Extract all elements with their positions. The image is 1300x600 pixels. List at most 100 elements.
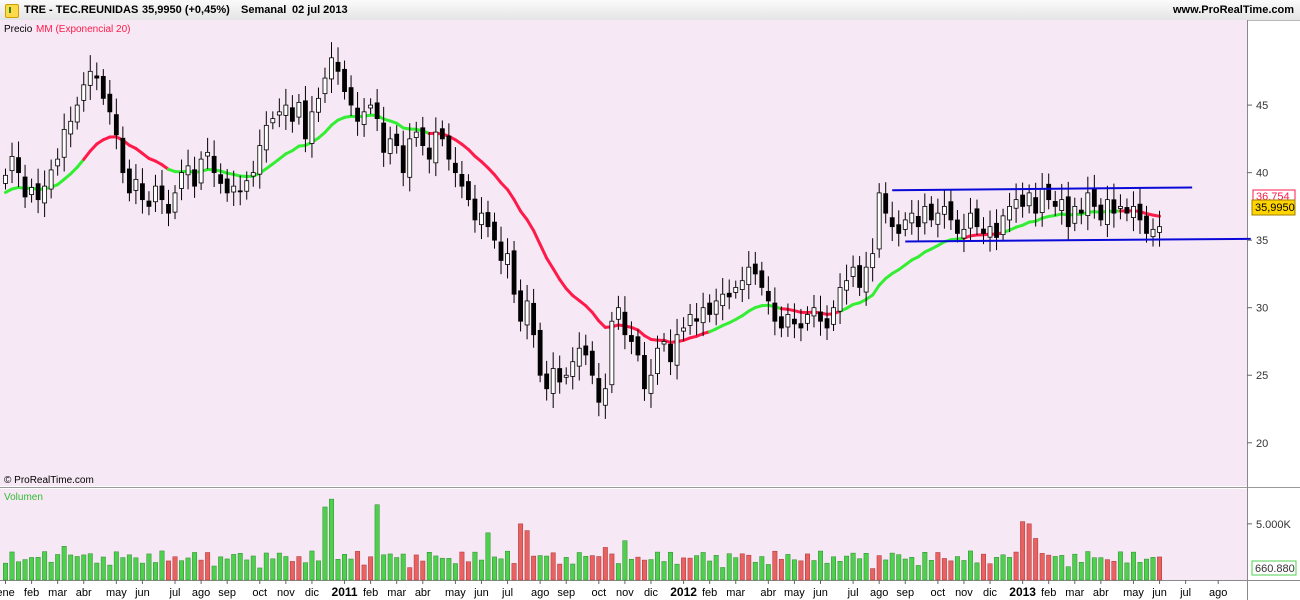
volume-bar — [681, 557, 687, 581]
volume-bar — [126, 554, 132, 581]
volume-bar — [968, 550, 973, 581]
time-tick-label: nov — [277, 587, 295, 599]
volume-bar — [433, 555, 439, 581]
chart-header-bar: TRE - TEC.REUNIDAS 35,9950 (+0,45%) Sema… — [0, 0, 1300, 21]
candle — [570, 347, 576, 390]
candle-body — [739, 280, 745, 290]
candle-body — [1144, 215, 1149, 234]
candle — [68, 106, 74, 148]
volume-bar — [981, 553, 986, 581]
volume-bar — [818, 550, 823, 581]
candle — [870, 238, 876, 282]
candle — [772, 287, 778, 336]
candle — [296, 94, 302, 125]
volume-bar — [3, 562, 8, 581]
volume-bar — [107, 564, 113, 581]
candle — [309, 96, 315, 158]
volume-bar — [1078, 561, 1084, 581]
candle-body — [1118, 205, 1123, 209]
time-tick-label: oct — [252, 587, 267, 599]
volume-bar — [648, 559, 654, 581]
volume-bar — [172, 556, 178, 581]
site-link[interactable]: www.ProRealTime.com — [1172, 4, 1294, 16]
candle — [400, 130, 406, 187]
candle — [1118, 194, 1123, 220]
candle-body — [87, 70, 93, 86]
time-tick-label: jun — [1151, 587, 1167, 599]
volume-bar — [596, 556, 602, 581]
volume-bar — [961, 560, 967, 581]
header-date: 02 jul 2013 — [292, 4, 348, 16]
period-label: Semanal — [241, 4, 287, 16]
time-tick-label: abr — [415, 587, 431, 599]
candle-body — [563, 374, 569, 378]
candle — [805, 306, 810, 331]
candle — [1124, 198, 1130, 222]
candle-body — [42, 185, 48, 204]
ema-segment — [584, 304, 594, 314]
volume-bar — [1039, 553, 1045, 581]
volume-bar — [694, 555, 700, 581]
candle-body — [941, 205, 947, 215]
time-tick-label: jun — [134, 587, 150, 599]
volume-bar — [954, 556, 960, 581]
candle-body — [316, 97, 321, 113]
candle — [329, 42, 334, 94]
candle — [889, 201, 895, 242]
candle-body — [61, 129, 67, 158]
volume-bar — [302, 562, 308, 581]
candle — [1085, 176, 1091, 231]
candle-body — [74, 104, 80, 123]
volume-bar — [844, 555, 850, 581]
candle-body — [863, 266, 869, 293]
price-tag-box — [1251, 199, 1296, 216]
candle — [459, 160, 465, 199]
candle — [322, 67, 328, 103]
candle-body — [1091, 188, 1097, 207]
candle-body — [1111, 199, 1117, 214]
candle — [687, 303, 693, 335]
volume-bar — [570, 563, 576, 581]
candle-body — [153, 185, 158, 203]
chart-app-icon[interactable] — [5, 4, 19, 18]
candle — [374, 89, 380, 132]
time-tick-label: sep — [218, 587, 236, 599]
volume-bar — [518, 523, 524, 581]
candle — [1150, 218, 1156, 247]
volume-bar — [615, 563, 621, 581]
volume-bar — [974, 562, 980, 581]
candle-body — [1085, 192, 1091, 216]
candle-body — [159, 185, 165, 201]
time-tick-label: may — [106, 587, 127, 599]
candle-body — [211, 155, 217, 174]
candle — [811, 294, 817, 328]
candle — [133, 164, 139, 205]
candle-body — [1104, 199, 1110, 225]
volume-bar — [185, 557, 191, 581]
candle-body — [1124, 207, 1130, 214]
candle — [1111, 183, 1117, 228]
candle — [94, 62, 100, 91]
candle — [1098, 198, 1104, 227]
candle — [107, 80, 113, 125]
volume-bar — [218, 556, 224, 581]
candle — [81, 72, 87, 112]
volume-bar — [798, 560, 804, 581]
volume-bar — [9, 551, 15, 581]
volume-bar — [296, 556, 302, 581]
candle — [231, 170, 237, 206]
candle — [87, 55, 93, 100]
candle-body — [570, 361, 576, 377]
volume-bar — [159, 550, 165, 581]
candle — [479, 197, 484, 240]
volume-bar — [863, 553, 869, 581]
volume-bar — [479, 559, 484, 581]
candle — [35, 168, 41, 214]
candle-body — [557, 368, 563, 383]
candle — [915, 200, 921, 242]
volume-bar — [1117, 551, 1123, 581]
time-tick-label: jul — [169, 587, 181, 599]
time-tick-label: feb — [702, 587, 717, 599]
volume-bar — [1111, 560, 1117, 581]
volume-bar — [785, 554, 791, 581]
